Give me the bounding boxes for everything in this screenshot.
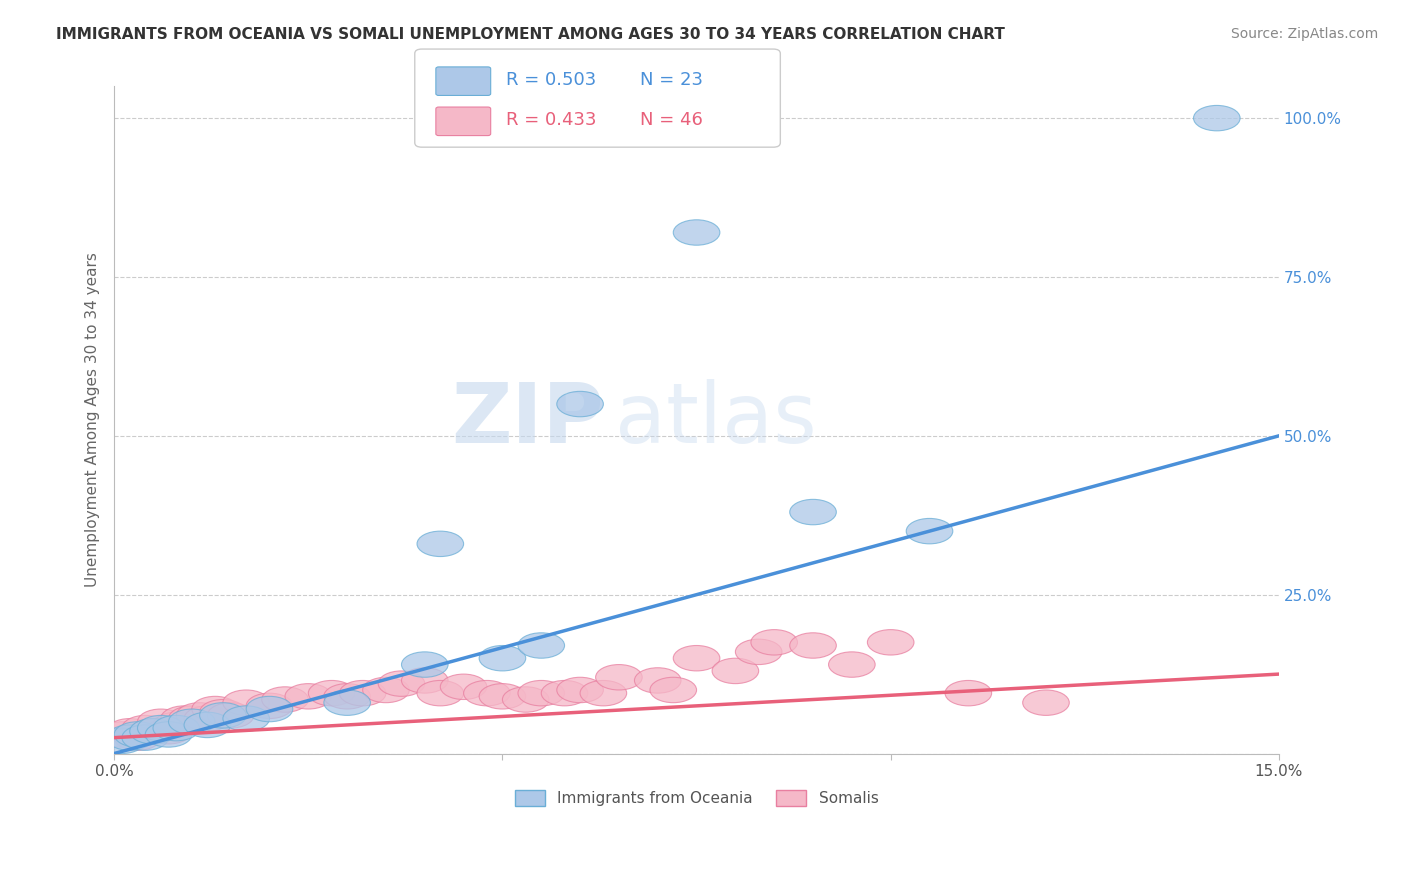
Ellipse shape <box>138 715 184 741</box>
Text: N = 23: N = 23 <box>640 71 703 89</box>
Ellipse shape <box>129 719 176 744</box>
Text: N = 46: N = 46 <box>640 112 703 129</box>
Ellipse shape <box>262 687 308 712</box>
Ellipse shape <box>129 719 176 744</box>
Ellipse shape <box>176 703 224 728</box>
Ellipse shape <box>246 693 292 719</box>
Text: R = 0.503: R = 0.503 <box>506 71 596 89</box>
Ellipse shape <box>711 658 759 683</box>
Ellipse shape <box>285 683 332 709</box>
Ellipse shape <box>114 722 160 747</box>
Ellipse shape <box>868 630 914 655</box>
Ellipse shape <box>98 728 145 754</box>
Ellipse shape <box>246 697 292 722</box>
Ellipse shape <box>557 677 603 703</box>
Ellipse shape <box>790 632 837 658</box>
Ellipse shape <box>184 712 231 738</box>
Ellipse shape <box>378 671 425 697</box>
Ellipse shape <box>184 706 231 731</box>
Ellipse shape <box>581 681 627 706</box>
Ellipse shape <box>323 683 370 709</box>
Ellipse shape <box>517 681 565 706</box>
Ellipse shape <box>153 715 200 741</box>
Text: IMMIGRANTS FROM OCEANIA VS SOMALI UNEMPLOYMENT AMONG AGES 30 TO 34 YEARS CORRELA: IMMIGRANTS FROM OCEANIA VS SOMALI UNEMPL… <box>56 27 1005 42</box>
Ellipse shape <box>107 725 153 750</box>
Ellipse shape <box>479 646 526 671</box>
Ellipse shape <box>502 687 548 712</box>
Ellipse shape <box>751 630 797 655</box>
Ellipse shape <box>790 500 837 524</box>
Ellipse shape <box>402 668 449 693</box>
Ellipse shape <box>224 690 270 715</box>
Ellipse shape <box>98 722 145 747</box>
Ellipse shape <box>418 681 464 706</box>
Ellipse shape <box>541 681 588 706</box>
Ellipse shape <box>479 683 526 709</box>
Ellipse shape <box>634 668 681 693</box>
Ellipse shape <box>308 681 354 706</box>
Ellipse shape <box>169 706 215 731</box>
Ellipse shape <box>224 706 270 731</box>
Ellipse shape <box>200 699 246 725</box>
Ellipse shape <box>200 703 246 728</box>
Ellipse shape <box>907 518 953 544</box>
Ellipse shape <box>207 703 254 728</box>
Ellipse shape <box>363 677 409 703</box>
Ellipse shape <box>673 219 720 245</box>
Text: atlas: atlas <box>614 379 817 460</box>
Ellipse shape <box>191 697 239 722</box>
Ellipse shape <box>145 722 191 747</box>
Ellipse shape <box>1022 690 1070 715</box>
Y-axis label: Unemployment Among Ages 30 to 34 years: Unemployment Among Ages 30 to 34 years <box>86 252 100 587</box>
Text: ZIP: ZIP <box>451 379 603 460</box>
Ellipse shape <box>418 531 464 557</box>
Ellipse shape <box>160 706 207 731</box>
Ellipse shape <box>122 715 169 741</box>
Ellipse shape <box>339 681 387 706</box>
Ellipse shape <box>323 690 370 715</box>
Ellipse shape <box>440 674 486 699</box>
Ellipse shape <box>169 709 215 734</box>
Ellipse shape <box>596 665 643 690</box>
Ellipse shape <box>673 646 720 671</box>
Ellipse shape <box>828 652 875 677</box>
Ellipse shape <box>735 640 782 665</box>
Ellipse shape <box>650 677 696 703</box>
Ellipse shape <box>402 652 449 677</box>
Ellipse shape <box>122 725 169 750</box>
Legend: Immigrants from Oceania, Somalis: Immigrants from Oceania, Somalis <box>509 784 884 813</box>
Ellipse shape <box>1194 105 1240 131</box>
Ellipse shape <box>153 712 200 738</box>
Ellipse shape <box>114 725 160 750</box>
Text: R = 0.433: R = 0.433 <box>506 112 596 129</box>
Ellipse shape <box>464 681 510 706</box>
Ellipse shape <box>945 681 991 706</box>
Ellipse shape <box>138 709 184 734</box>
Text: Source: ZipAtlas.com: Source: ZipAtlas.com <box>1230 27 1378 41</box>
Ellipse shape <box>107 719 153 744</box>
Ellipse shape <box>145 719 191 744</box>
Ellipse shape <box>517 632 565 658</box>
Ellipse shape <box>557 392 603 417</box>
